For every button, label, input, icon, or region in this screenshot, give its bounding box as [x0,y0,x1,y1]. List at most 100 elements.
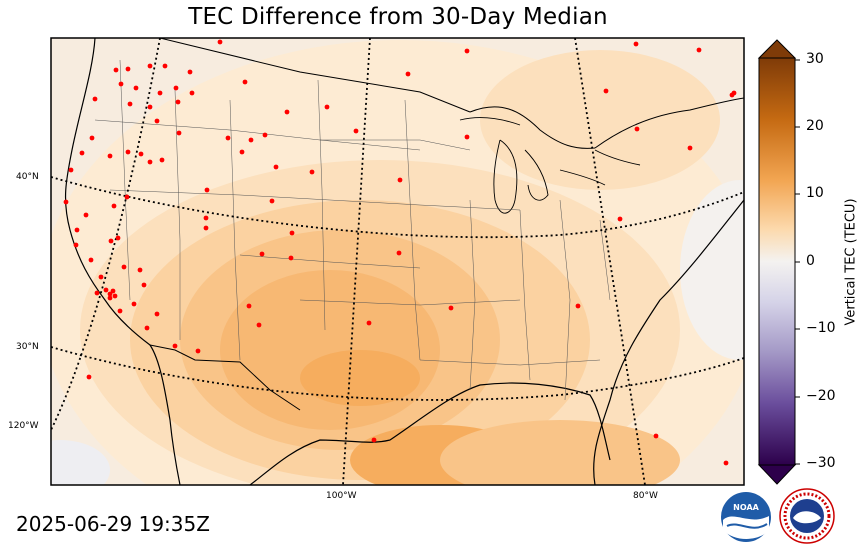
station-marker [353,128,359,134]
station-marker [103,287,109,293]
station-marker [239,149,245,155]
station-marker [225,135,231,141]
station-marker [147,63,153,69]
station-marker [448,305,454,311]
station-marker [464,134,470,140]
station-marker [125,66,131,72]
noaa-logo: NOAA [721,492,771,542]
colorbar-tick: 10 [806,185,824,201]
station-marker [203,215,209,221]
colorbar-label: Vertical TEC (TECU) [843,198,859,326]
station-marker [138,151,144,157]
station-marker [366,320,372,326]
station-marker [259,251,265,257]
station-marker [284,109,290,115]
state-boundaries [94,59,611,401]
station-marker [653,433,659,439]
station-marker [687,145,693,151]
station-marker [88,257,94,263]
station-marker [147,104,153,110]
station-marker [189,90,195,96]
station-marker [617,216,623,222]
station-marker [111,203,117,209]
station-marker [172,343,178,349]
station-marker [289,230,295,236]
station-marker [175,99,181,105]
station-marker [159,157,165,163]
station-marker [83,212,89,218]
station-marker [117,308,123,314]
station-marker [124,194,130,200]
station-marker [162,63,168,69]
tec-field [51,38,744,485]
station-marker [94,290,100,296]
station-marker [63,199,69,205]
station-marker [396,250,402,256]
colorbar-tick: 20 [806,118,824,134]
colorbar [757,39,800,485]
station-marker [121,264,127,270]
station-marker [731,90,737,96]
lon-label-80w: 80°W [633,491,658,501]
station-marker [324,104,330,110]
station-marker [262,132,268,138]
station-marker [288,255,294,261]
station-marker [131,301,137,307]
station-marker [397,177,403,183]
station-marker [73,242,79,248]
station-marker [89,135,95,141]
gnss-stations [63,39,737,466]
graticule [51,38,744,485]
lon-label-120w: 120°W [8,421,39,431]
station-marker [110,288,116,294]
station-marker [371,437,377,443]
station-marker [68,167,74,173]
station-marker [217,39,223,45]
coastlines-and-borders [64,38,744,485]
station-marker [108,238,114,244]
station-marker [133,85,139,91]
map-frame [50,37,745,486]
colorbar-tick: −20 [806,388,836,404]
station-marker [723,460,729,466]
station-marker [154,118,160,124]
station-marker [107,153,113,159]
station-marker [203,225,209,231]
colorbar-tick: −10 [806,320,836,336]
station-marker [92,96,98,102]
station-marker [242,79,248,85]
station-marker [176,130,182,136]
station-marker [256,322,262,328]
station-marker [113,67,119,73]
station-marker [633,41,639,47]
station-marker [107,295,113,301]
station-marker [269,198,275,204]
station-marker [634,126,640,132]
lat-label-30n: 30°N [16,342,39,352]
station-marker [79,150,85,156]
station-marker [74,227,80,233]
station-marker [141,282,147,288]
station-marker [405,71,411,77]
station-marker [147,159,153,165]
station-marker [195,348,201,354]
station-marker [157,90,163,96]
station-marker [118,81,124,87]
station-marker [204,187,210,193]
station-marker [125,149,131,155]
station-marker [144,325,150,331]
station-marker [575,303,581,309]
station-marker [309,169,315,175]
timestamp: 2025-06-29 19:35Z [16,512,210,536]
colorbar-tick: 30 [806,51,824,67]
lon-label-100w: 100°W [326,491,357,501]
station-marker [603,88,609,94]
station-marker [127,101,133,107]
station-marker [107,291,113,297]
station-marker [187,69,193,75]
station-marker [696,47,702,53]
station-marker [98,274,104,280]
station-marker [137,267,143,273]
national-weather-service-logo [779,488,835,544]
